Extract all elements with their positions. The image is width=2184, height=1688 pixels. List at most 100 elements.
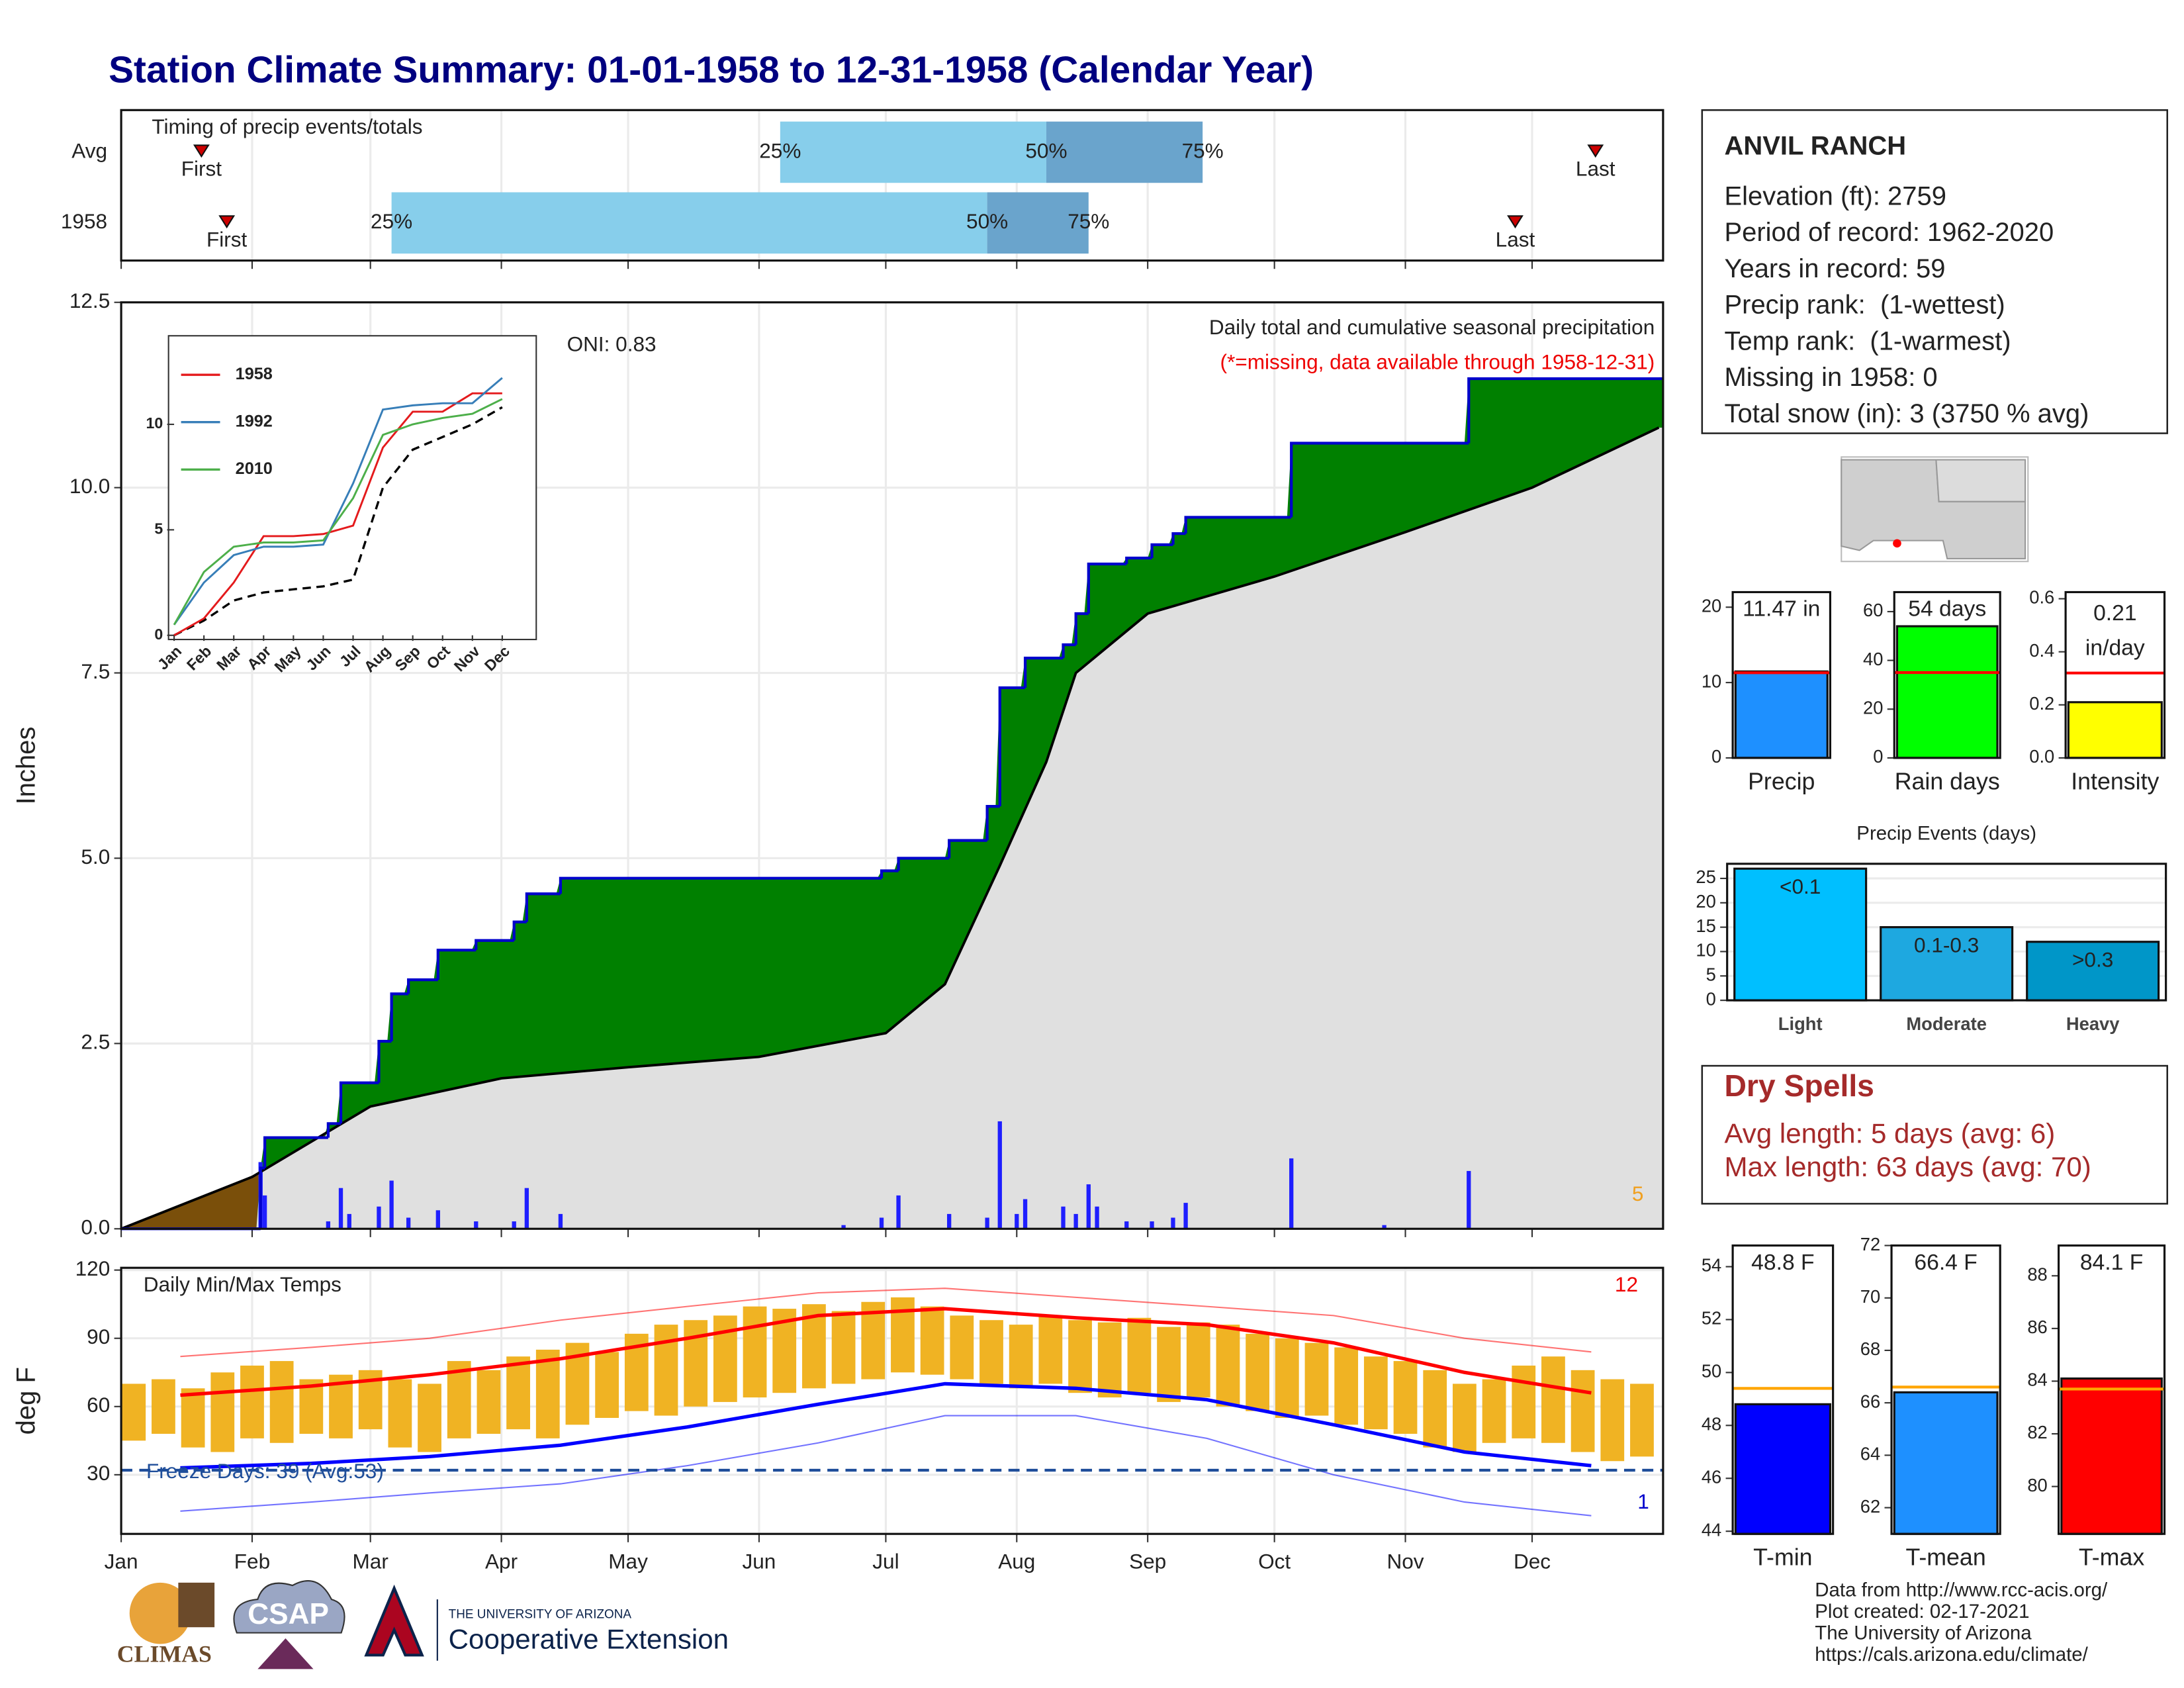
temp-range-bar	[1275, 1338, 1299, 1418]
daily-precip-bar	[947, 1213, 952, 1229]
y-tick-label: 120	[75, 1256, 111, 1280]
temp-range-bar	[861, 1301, 886, 1380]
y-axis-label: deg F	[12, 1367, 41, 1434]
temp-range-bar	[269, 1361, 294, 1443]
y-tick-label: 7.5	[81, 659, 110, 683]
daily-precip-bar	[1023, 1199, 1028, 1229]
csap-mountain	[257, 1638, 314, 1669]
daily-precip-bar	[1073, 1213, 1078, 1229]
temp-range-bar	[1570, 1370, 1595, 1452]
temp-range-bar	[477, 1370, 501, 1434]
x-tick-label: Feb	[234, 1550, 270, 1573]
plot-frame	[120, 109, 1664, 262]
station-info: Years in record: 59	[1724, 254, 1945, 283]
temp-range-bar	[1423, 1370, 1447, 1448]
temp-range-bar	[447, 1361, 471, 1438]
observed-step	[1125, 556, 1152, 564]
dry-spells-title: Dry Spells	[1724, 1068, 1874, 1103]
daily-precip-bar	[1183, 1203, 1188, 1229]
row-label: 1958	[61, 209, 107, 233]
value-label: 66.4 F	[1914, 1250, 1977, 1275]
observed-step	[1184, 516, 1292, 534]
temp-range-bar	[1393, 1361, 1418, 1434]
temp-range-bar	[535, 1349, 560, 1438]
x-tick-label: Jan	[105, 1550, 138, 1573]
category-label: Moderate	[1906, 1013, 1987, 1034]
climas-logo	[178, 1582, 215, 1628]
daily-precip-bar	[1061, 1206, 1066, 1229]
observed-step	[1062, 643, 1076, 659]
footer-line: Data from http://www.rcc-acis.org/	[1815, 1579, 2108, 1601]
observed-step	[1150, 543, 1173, 559]
y-tick-label: 0	[1706, 988, 1716, 1009]
station-info: Precip rank: (1-wettest)	[1724, 291, 2005, 320]
dry-spell-info: Avg length: 5 days (avg: 6)	[1724, 1117, 2055, 1149]
temp-range-bar	[1363, 1356, 1388, 1430]
daily-precip-bar	[1015, 1213, 1019, 1229]
observed-step	[1023, 657, 1064, 688]
base-area	[121, 427, 1663, 1229]
daily-precip-bar	[435, 1210, 440, 1229]
category-label: T-mean	[1905, 1544, 1985, 1571]
x-tick-label: Oct	[1258, 1550, 1291, 1573]
y-tick-label: 52	[1702, 1308, 1721, 1329]
temp-range-bar	[122, 1383, 146, 1441]
chart-title: Precip Events (days)	[1856, 822, 2036, 844]
category-label: Rain days	[1895, 768, 2000, 794]
y-tick-label: 2.5	[81, 1030, 110, 1054]
y-tick-label: 72	[1860, 1234, 1880, 1254]
y-tick-label: 60	[87, 1393, 110, 1417]
map-state	[1935, 459, 2026, 502]
series-line	[173, 398, 503, 626]
temp-range-bar	[595, 1352, 619, 1418]
category-label: Intensity	[2071, 768, 2159, 794]
inset-background	[167, 335, 537, 641]
y-tick-label: 84	[2027, 1370, 2047, 1390]
observed-step	[512, 920, 527, 941]
quantile-label: 50%	[966, 209, 1008, 233]
y-tick-label: 10	[1696, 940, 1715, 961]
y-tick-label: 82	[2027, 1422, 2047, 1442]
temp-range-bar	[654, 1325, 678, 1416]
daily-precip-bar	[985, 1217, 989, 1229]
y-tick-label: 0	[1873, 746, 1883, 767]
chart-title: Daily total and cumulative seasonal prec…	[1209, 315, 1655, 339]
daily-precip-bar	[1289, 1158, 1294, 1229]
value-label: 0.21	[2093, 601, 2137, 626]
climas-logo	[129, 1582, 191, 1644]
y-tick-label: 60	[1863, 600, 1883, 620]
y-tick-label: 5	[154, 520, 163, 537]
observed-step	[390, 992, 409, 1042]
plot-frame	[1890, 1244, 2001, 1535]
daily-precip-bar	[512, 1221, 516, 1229]
university-text: THE UNIVERSITY OF ARIZONA	[449, 1607, 632, 1621]
x-tick-label: Jul	[872, 1550, 899, 1573]
daily-precip-bar	[326, 1221, 331, 1229]
x-tick-label: Apr	[485, 1550, 518, 1573]
temp-range-bar	[684, 1320, 708, 1407]
series-line	[173, 377, 503, 626]
average-line	[173, 406, 503, 637]
bar-label: >0.3	[2072, 948, 2113, 972]
temp-range-bar	[1216, 1325, 1240, 1407]
temp-range-bar	[1038, 1315, 1063, 1384]
timing-marker	[1587, 144, 1604, 158]
max-count: 12	[1615, 1272, 1638, 1296]
y-tick-label: 10	[1702, 671, 1721, 691]
bar	[1880, 926, 2014, 1002]
daily-precip-bar	[1467, 1170, 1471, 1229]
x-tick-label: Mar	[353, 1550, 388, 1573]
chart-title: Timing of precip events/totals	[152, 115, 422, 138]
temp-range-bar	[388, 1379, 412, 1448]
observed-step	[559, 876, 882, 894]
y-tick-label: 50	[1702, 1361, 1721, 1382]
y-axis-label: Inches	[12, 727, 41, 805]
y-tick-label: 0.2	[2029, 693, 2054, 714]
quantile-bar	[987, 192, 1089, 254]
daily-precip-bar	[1095, 1206, 1099, 1229]
observed-step	[407, 978, 438, 994]
extension-text: Cooperative Extension	[449, 1623, 729, 1654]
observed-step	[339, 1081, 379, 1124]
timing-marker	[1507, 215, 1524, 229]
observed-step	[985, 804, 1000, 841]
